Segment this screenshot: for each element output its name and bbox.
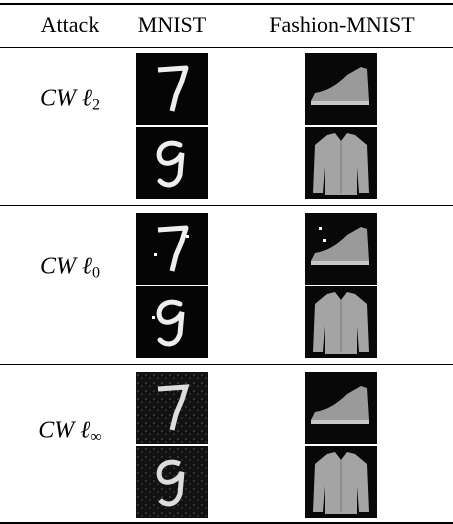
attack-label: CW ℓ2 — [40, 86, 100, 115]
fashion-image — [305, 372, 377, 444]
header-cell: MNIST — [137, 12, 207, 37]
row-rule — [0, 364, 453, 365]
norm-subscript: 2 — [92, 96, 100, 114]
header-cell: Fashion-MNIST — [269, 12, 415, 37]
mnist-image — [136, 127, 208, 199]
fashion-image — [305, 53, 377, 125]
norm-symbol: ℓ — [82, 253, 92, 280]
mnist-image — [136, 53, 208, 125]
fashion-image — [305, 127, 377, 199]
bottom-rule — [0, 522, 453, 524]
header-cell: Attack — [40, 12, 100, 37]
norm-symbol: ℓ — [82, 85, 92, 112]
mnist-image — [136, 446, 208, 518]
attack-label: CW ℓ0 — [40, 254, 100, 283]
norm-subscript: 0 — [92, 264, 100, 282]
row-rule — [0, 205, 453, 206]
top-rule — [0, 3, 453, 5]
fashion-image — [305, 446, 377, 518]
fashion-image — [305, 286, 377, 358]
attack-name: CW — [40, 85, 76, 112]
attack-label: CW ℓ∞ — [38, 418, 101, 447]
attack-name: CW — [40, 253, 76, 280]
mnist-image — [136, 213, 208, 285]
header-rule — [0, 47, 453, 48]
fashion-image — [305, 213, 377, 285]
mnist-image — [136, 372, 208, 444]
attack-name: CW — [38, 417, 75, 444]
norm-subscript: ∞ — [90, 428, 102, 446]
norm-symbol: ℓ — [80, 417, 91, 444]
mnist-image — [136, 286, 208, 358]
